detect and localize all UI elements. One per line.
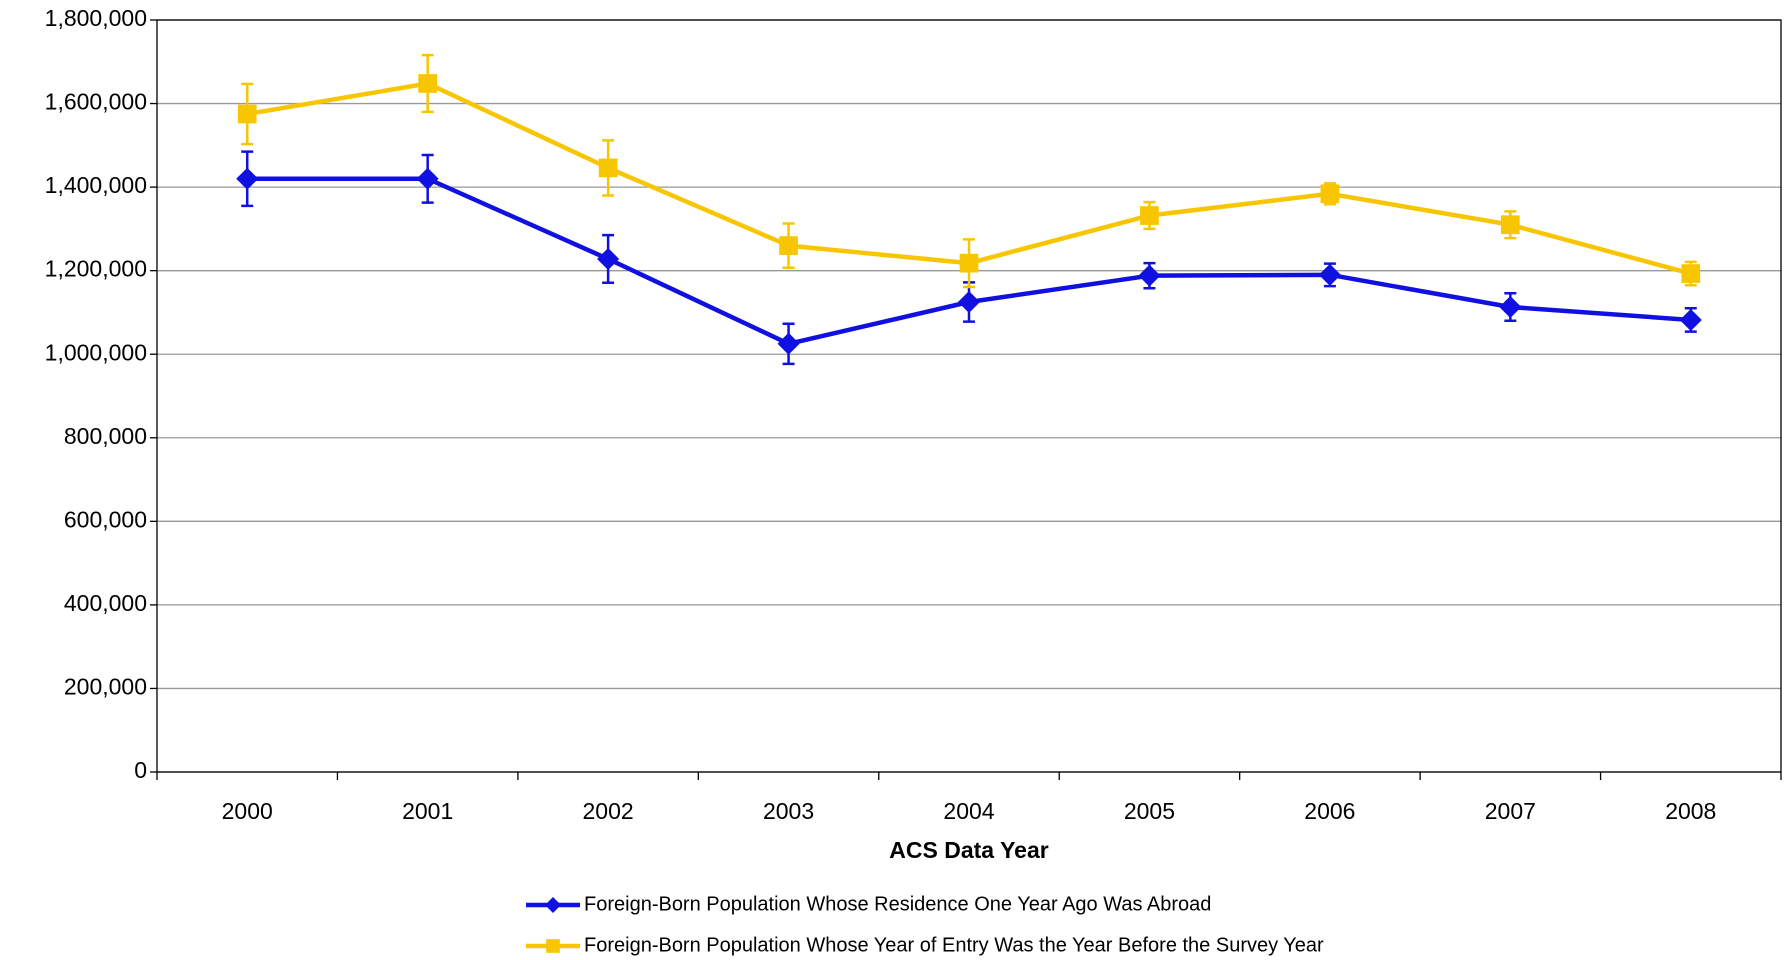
legend-label: Foreign-Born Population Whose Residence … — [584, 893, 1211, 915]
x-tick-label: 2004 — [943, 798, 994, 824]
y-tick-label: 1,800,000 — [45, 5, 147, 31]
x-tick-label: 2002 — [583, 798, 634, 824]
x-axis-title: ACS Data Year — [889, 837, 1048, 863]
x-tick-label: 2005 — [1124, 798, 1175, 824]
data-point — [959, 253, 979, 273]
data-point — [597, 247, 620, 270]
data-point — [598, 158, 618, 178]
y-tick-label: 1,600,000 — [45, 89, 147, 115]
data-point — [1500, 215, 1520, 235]
data-point — [1140, 206, 1159, 225]
data-point — [237, 104, 257, 124]
data-point — [1681, 264, 1701, 283]
data-point — [418, 74, 438, 93]
x-tick-label: 2000 — [222, 798, 273, 824]
x-tick-label: 2007 — [1485, 798, 1536, 824]
legend-marker — [545, 897, 561, 913]
data-point — [1320, 184, 1340, 204]
y-tick-label: 1,000,000 — [45, 339, 147, 365]
x-tick-label: 2008 — [1665, 798, 1716, 824]
y-tick-label: 0 — [134, 757, 147, 783]
y-tick-label: 800,000 — [64, 423, 147, 449]
plot-border — [156, 19, 1782, 773]
legend-label: Foreign-Born Population Whose Year of En… — [584, 934, 1324, 956]
data-point — [1679, 308, 1702, 331]
y-tick-label: 400,000 — [64, 590, 147, 616]
x-tick-label: 2006 — [1304, 798, 1355, 824]
x-tick-label: 2001 — [402, 798, 453, 824]
data-point — [1499, 296, 1522, 319]
x-tick-label: 2003 — [763, 798, 814, 824]
data-point — [777, 332, 800, 355]
y-tick-label: 600,000 — [64, 506, 147, 532]
data-point — [958, 291, 980, 313]
y-tick-label: 1,200,000 — [45, 256, 147, 282]
data-point — [416, 167, 439, 190]
data-point — [1138, 264, 1161, 287]
data-point — [1318, 263, 1341, 286]
y-tick-label: 1,400,000 — [45, 172, 147, 198]
legend-marker — [546, 939, 560, 953]
data-point — [236, 167, 259, 190]
y-tick-label: 200,000 — [64, 674, 147, 700]
data-point — [779, 236, 798, 255]
